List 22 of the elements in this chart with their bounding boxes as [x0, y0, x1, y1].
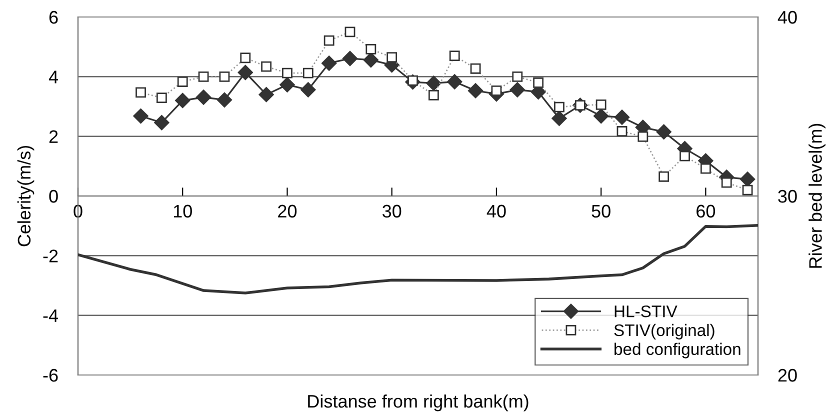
x-tick-label: 10	[174, 204, 192, 218]
y-tick-label: 4	[48, 70, 58, 84]
legend-label: HL-STIV	[614, 305, 678, 318]
y2-tick-label: 20	[778, 368, 797, 382]
y2-axis-title: River bed level(m)	[808, 124, 826, 268]
x-tick-label: 30	[382, 204, 402, 218]
legend-label: STIV(original)	[614, 324, 714, 340]
y2-tick-label: 40	[778, 10, 797, 24]
x-tick-label: 20	[278, 204, 297, 218]
y-tick-label: -2	[43, 250, 58, 262]
y-tick-label: 2	[49, 130, 58, 143]
y2-tick-label: 30	[778, 190, 797, 203]
y-tick-label: -4	[43, 309, 58, 322]
y-axis-title: Celerity(m/s)	[17, 146, 34, 246]
x-tick-label: 40	[486, 204, 506, 218]
x-axis-title: Distanse from right bank(m)	[308, 394, 528, 412]
y-tick-label: 6	[49, 10, 58, 24]
y-tick-label: -6	[43, 368, 58, 382]
legend-label: bed configuration	[614, 342, 740, 358]
y-tick-label: 0	[49, 190, 58, 203]
x-tick-label: 60	[696, 204, 716, 218]
x-tick-label: 50	[592, 204, 610, 218]
